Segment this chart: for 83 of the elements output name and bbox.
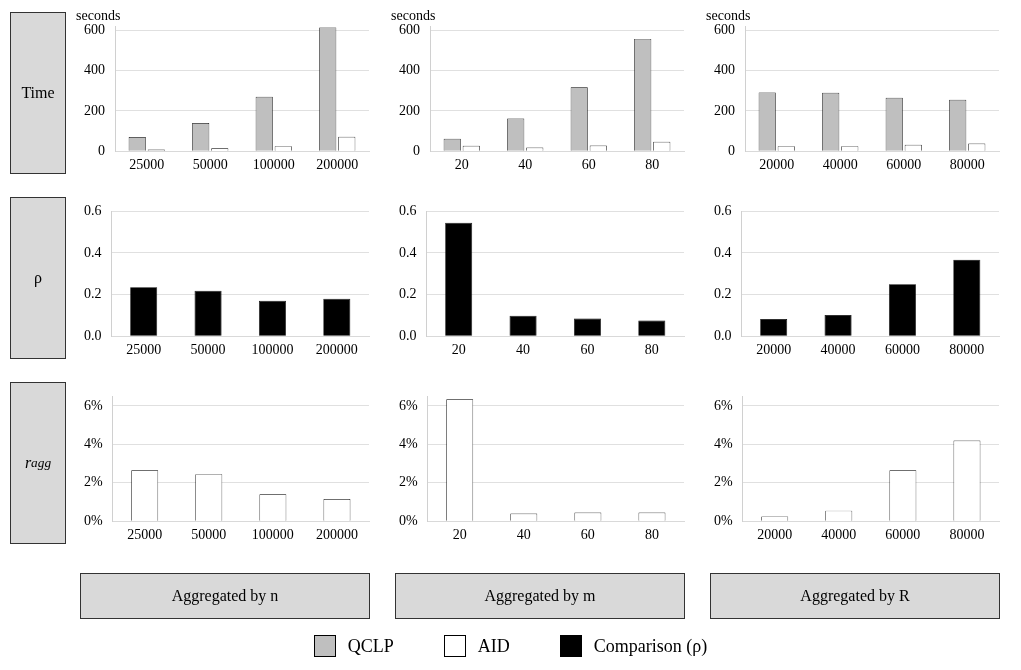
- y-tick-label: 0.6: [399, 203, 417, 219]
- y-tick-label: 0.2: [714, 286, 732, 302]
- y-tick-label: 600: [714, 22, 735, 38]
- y-tick-label: 0.0: [84, 327, 102, 343]
- legend-label: QCLP: [347, 635, 394, 657]
- x-tick-label: 20000: [756, 342, 792, 358]
- y-tick-label: 4%: [398, 436, 418, 452]
- y-tick-label: 0.6: [714, 203, 732, 219]
- x-tick-label: 50000: [192, 157, 228, 173]
- y-axis-title: seconds: [706, 7, 751, 23]
- x-tick-label: 100000: [251, 342, 294, 358]
- text: ρ: [10, 197, 66, 359]
- x-axis-title: Aggregated by R: [710, 573, 1000, 619]
- y-tick-label: 6%: [713, 397, 733, 413]
- y-tick-label: 0: [728, 142, 735, 158]
- x-tick-label: 200000: [315, 527, 358, 543]
- y-tick-label: 0.2: [399, 286, 417, 302]
- x-tick-label: 200000: [315, 342, 358, 358]
- y-tick-label: 2%: [713, 474, 733, 490]
- x-tick-label: 80000: [949, 527, 985, 543]
- x-tick-label: 60: [581, 157, 596, 173]
- x-tick-label: 40000: [820, 342, 856, 358]
- y-tick-label: 0.0: [714, 327, 732, 343]
- x-tick-label: 80: [644, 527, 659, 543]
- x-tick-label: 80000: [949, 157, 985, 173]
- y-tick-label: 2%: [398, 474, 418, 490]
- legend-label: Comparison (ρ): [593, 635, 708, 657]
- y-tick-label: 0%: [398, 512, 418, 528]
- y-tick-label: 400: [84, 62, 105, 78]
- y-tick-label: 0.2: [84, 286, 102, 302]
- x-tick-label: 40000: [822, 157, 858, 173]
- x-tick-label: 50000: [191, 527, 227, 543]
- y-tick-label: 0.0: [399, 327, 417, 343]
- x-tick-label: 40000: [821, 527, 857, 543]
- y-tick-label: 6%: [398, 397, 418, 413]
- x-tick-label: 80: [645, 157, 660, 173]
- x-tick-label: 60: [580, 527, 595, 543]
- x-tick-label: 20: [454, 157, 469, 173]
- x-tick-label: 60: [580, 342, 595, 358]
- x-tick-label: 40: [516, 342, 531, 358]
- x-tick-label: 60000: [885, 527, 921, 543]
- x-tick-label: 20: [451, 342, 466, 358]
- x-tick-label: 40: [516, 527, 531, 543]
- y-tick-label: 600: [84, 22, 105, 38]
- y-tick-label: 0: [98, 142, 105, 158]
- x-tick-label: 100000: [252, 157, 295, 173]
- y-tick-label: 0: [413, 142, 420, 158]
- x-tick-label: 80000: [949, 342, 985, 358]
- x-tick-label: 80: [644, 342, 659, 358]
- x-axis-title: Aggregated by n: [80, 573, 370, 619]
- x-tick-label: 25000: [126, 342, 162, 358]
- y-tick-label: 0%: [713, 512, 733, 528]
- x-tick-label: 25000: [129, 157, 165, 173]
- y-tick-label: 0.4: [84, 244, 102, 260]
- x-tick-label: 60000: [886, 157, 922, 173]
- y-tick-label: 0.6: [84, 203, 102, 219]
- x-tick-label: 60000: [884, 342, 920, 358]
- y-tick-label: 200: [399, 102, 420, 118]
- y-tick-label: 6%: [83, 397, 103, 413]
- text: Time: [10, 12, 66, 174]
- y-tick-label: 4%: [713, 436, 733, 452]
- y-tick-label: 0%: [83, 512, 103, 528]
- y-tick-label: 0.4: [714, 244, 732, 260]
- x-tick-label: 25000: [127, 527, 163, 543]
- y-axis-title: seconds: [391, 7, 436, 23]
- y-tick-label: 600: [399, 22, 420, 38]
- x-tick-label: 20000: [757, 527, 793, 543]
- y-axis-title: seconds: [76, 7, 121, 23]
- y-tick-label: 200: [84, 102, 105, 118]
- y-tick-label: 200: [714, 102, 735, 118]
- x-tick-label: 40: [518, 157, 533, 173]
- y-tick-label: 400: [714, 62, 735, 78]
- y-tick-label: 2%: [83, 474, 103, 490]
- y-tick-label: 400: [399, 62, 420, 78]
- x-axis-title: Aggregated by m: [395, 573, 685, 619]
- x-tick-label: 200000: [316, 157, 359, 173]
- x-tick-label: 50000: [190, 342, 226, 358]
- y-tick-label: 4%: [83, 436, 103, 452]
- x-tick-label: 20: [452, 527, 467, 543]
- x-tick-label: 20000: [759, 157, 795, 173]
- text: AID: [477, 635, 510, 657]
- y-tick-label: 0.4: [399, 244, 417, 260]
- x-tick-label: 100000: [251, 527, 294, 543]
